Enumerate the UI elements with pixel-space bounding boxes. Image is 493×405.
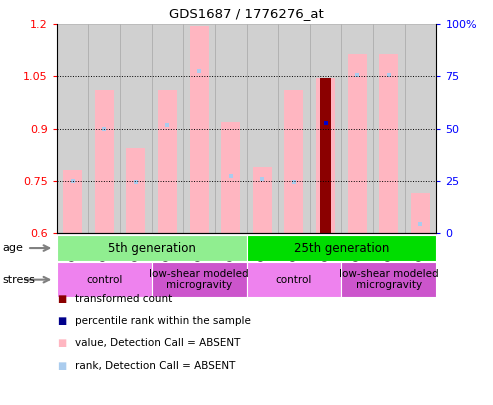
Bar	[183, 24, 215, 233]
Bar	[246, 262, 341, 297]
Bar	[88, 24, 120, 233]
Bar	[63, 170, 82, 233]
Text: stress: stress	[2, 275, 35, 285]
Bar	[320, 78, 331, 233]
Bar	[189, 26, 209, 233]
Bar	[126, 148, 145, 233]
Text: control: control	[86, 275, 122, 285]
Text: percentile rank within the sample: percentile rank within the sample	[75, 316, 251, 326]
Bar	[215, 24, 246, 233]
Bar	[284, 90, 304, 233]
Bar	[405, 24, 436, 233]
Bar	[152, 262, 246, 297]
Text: 25th generation: 25th generation	[294, 241, 389, 255]
Bar	[246, 24, 278, 233]
Bar	[411, 193, 430, 233]
Bar	[246, 235, 436, 261]
Text: age: age	[2, 243, 23, 253]
Bar	[373, 24, 405, 233]
Bar	[278, 24, 310, 233]
Bar	[310, 24, 341, 233]
Bar	[316, 78, 335, 233]
Bar	[57, 262, 152, 297]
Bar	[158, 90, 177, 233]
Bar	[341, 24, 373, 233]
Bar	[152, 24, 183, 233]
Text: low-shear modeled
microgravity: low-shear modeled microgravity	[149, 269, 249, 290]
Text: 5th generation: 5th generation	[107, 241, 196, 255]
Text: ■: ■	[57, 316, 66, 326]
Bar	[380, 54, 398, 233]
Bar	[57, 235, 246, 261]
Bar	[57, 24, 88, 233]
Text: transformed count: transformed count	[75, 294, 173, 304]
Title: GDS1687 / 1776276_at: GDS1687 / 1776276_at	[169, 7, 324, 20]
Bar	[253, 167, 272, 233]
Text: rank, Detection Call = ABSENT: rank, Detection Call = ABSENT	[75, 361, 236, 371]
Text: ■: ■	[57, 294, 66, 304]
Bar	[221, 122, 240, 233]
Text: ■: ■	[57, 339, 66, 348]
Text: value, Detection Call = ABSENT: value, Detection Call = ABSENT	[75, 339, 241, 348]
Text: control: control	[276, 275, 312, 285]
Bar	[120, 24, 152, 233]
Bar	[348, 54, 367, 233]
Text: low-shear modeled
microgravity: low-shear modeled microgravity	[339, 269, 439, 290]
Bar	[341, 262, 436, 297]
Text: ■: ■	[57, 361, 66, 371]
Bar	[95, 90, 113, 233]
